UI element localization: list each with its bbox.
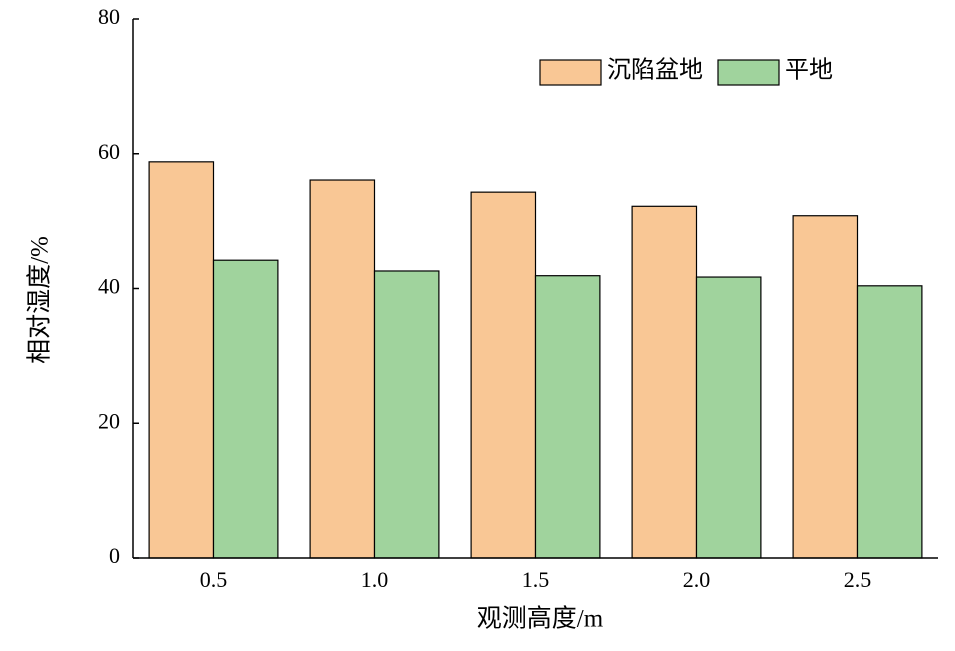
x-tick-label: 1.0 bbox=[361, 567, 389, 592]
x-axis-label: 观测高度/m bbox=[477, 605, 604, 633]
bar bbox=[631, 205, 698, 559]
legend-label: 沉陷盆地 bbox=[607, 57, 703, 84]
y-tick-label: 80 bbox=[98, 4, 120, 29]
y-tick-label: 60 bbox=[98, 139, 120, 164]
bar bbox=[309, 179, 376, 559]
bar bbox=[695, 276, 762, 559]
bar bbox=[856, 285, 923, 559]
legend-swatch bbox=[539, 59, 602, 86]
legend-swatch bbox=[717, 59, 780, 86]
x-tick-label: 2.5 bbox=[844, 567, 872, 592]
bar bbox=[148, 161, 215, 559]
legend-label: 平地 bbox=[785, 57, 833, 84]
bar bbox=[792, 215, 859, 559]
bar bbox=[373, 270, 440, 559]
x-tick-label: 2.0 bbox=[683, 567, 711, 592]
x-tick-label: 0.5 bbox=[200, 567, 228, 592]
y-tick-label: 40 bbox=[98, 274, 120, 299]
y-tick-label: 20 bbox=[98, 408, 120, 433]
y-tick-label: 0 bbox=[109, 543, 120, 568]
y-axis-label: 相对湿度/% bbox=[26, 236, 54, 364]
bar bbox=[534, 275, 601, 559]
bar bbox=[470, 191, 537, 559]
bar bbox=[212, 259, 279, 559]
x-tick-label: 1.5 bbox=[522, 567, 550, 592]
